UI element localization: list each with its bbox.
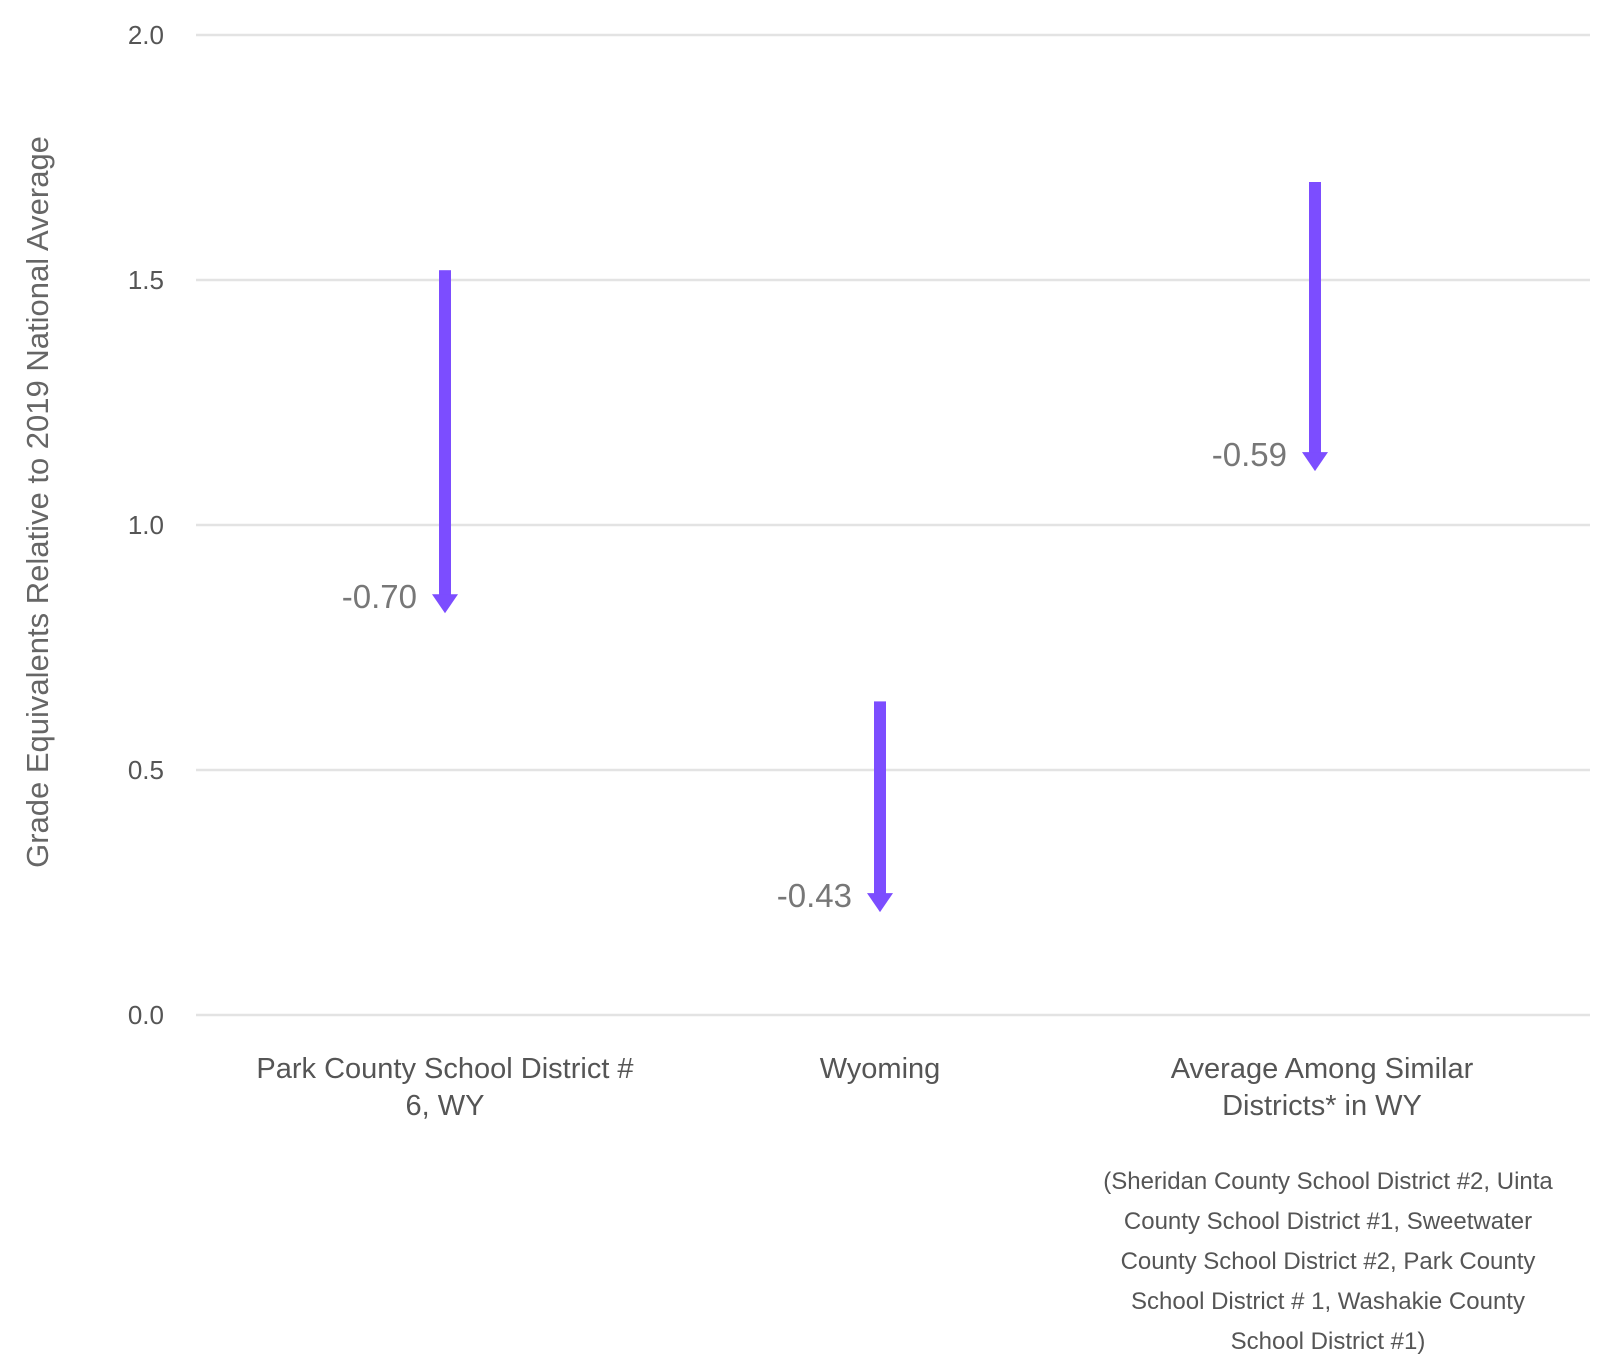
- x-category-label: Districts* in WY: [1222, 1090, 1422, 1122]
- arrow-head: [867, 893, 893, 913]
- y-axis-ticks: 0.0 0.5 1.0 1.5 2.0: [128, 20, 164, 1030]
- footnote-line: School District #1): [1231, 1328, 1426, 1354]
- arrow-shaft: [874, 701, 886, 895]
- y-tick-label: 1.0: [128, 510, 164, 540]
- arrow-shaft: [1309, 182, 1321, 454]
- footnote-line: County School District #1, Sweetwater: [1124, 1208, 1532, 1235]
- category-label-layer: Park County School District # 6, WY Wyomin…: [256, 1053, 1473, 1122]
- x-category-label: Park County School District #: [256, 1053, 633, 1085]
- y-tick-label: 1.5: [128, 265, 164, 295]
- x-category-label: Wyoming: [820, 1053, 941, 1085]
- arrow-head: [1302, 452, 1328, 472]
- change-value-label: -0.43: [777, 877, 852, 914]
- y-axis-title: Grade Equivalents Relative to 2019 Natio…: [20, 136, 55, 868]
- footnote: (Sheridan County School District #2, Uin…: [1103, 1168, 1553, 1354]
- arrow-shaft: [439, 270, 451, 596]
- arrow-layer: [432, 182, 1328, 913]
- change-arrow: [867, 701, 893, 913]
- change-arrow: [432, 270, 458, 614]
- y-tick-label: 0.5: [128, 755, 164, 785]
- change-value-label: -0.59: [1212, 436, 1287, 473]
- arrow-head: [432, 594, 458, 614]
- footnote-line: School District # 1, Washakie County: [1131, 1288, 1525, 1315]
- value-label-layer: -0.70 -0.43 -0.59: [342, 436, 1287, 914]
- change-value-label: -0.70: [342, 578, 417, 615]
- x-category-label: 6, WY: [406, 1090, 485, 1122]
- grid-layer: [196, 33, 1590, 1017]
- change-arrow: [1302, 182, 1328, 472]
- footnote-line: (Sheridan County School District #2, Uin…: [1103, 1168, 1553, 1195]
- x-category-label: Average Among Similar: [1171, 1053, 1474, 1085]
- y-tick-label: 2.0: [128, 20, 164, 50]
- footnote-line: County School District #2, Park County: [1121, 1248, 1536, 1275]
- y-tick-label: 0.0: [128, 1000, 164, 1030]
